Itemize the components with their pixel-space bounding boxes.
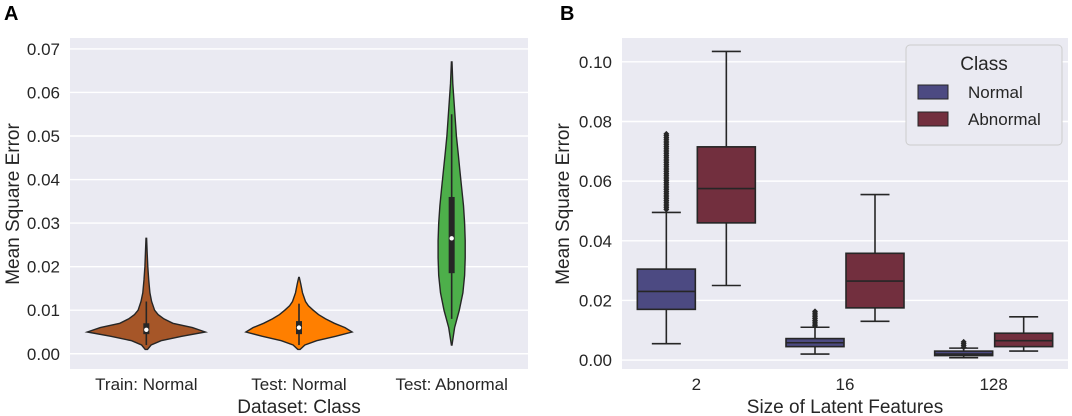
panel-a: A 0.00 0.01 0.02 0.03 0.04 0.05 0.06 0.07 Train…: [3, 3, 528, 416]
panel-a-x-tick-labels: Train: Normal Test: Normal Test: Abnormal: [95, 375, 508, 394]
panel-a-x-tick-label: Test: Normal: [251, 375, 346, 394]
panel-b-y-tick-label: 0.08: [579, 112, 612, 131]
panel-a-y-tick-label: 0.01: [27, 301, 60, 320]
panel-a-y-axis-label: Mean Square Error: [3, 123, 24, 285]
legend-title: Class: [960, 54, 1008, 75]
panel-b-x-tick-labels: 2 16 128: [692, 375, 1008, 394]
panel-a-y-tick-label: 0.05: [27, 127, 60, 146]
box-iqr: [696, 146, 757, 224]
violin-test-normal: [244, 276, 354, 351]
violin-median: [144, 327, 149, 333]
legend-swatch-normal: [917, 84, 949, 100]
panel-b: B 0.00 0.02 0.04 0.06 0.08 0.10 2 16 128 Size o…: [553, 3, 1068, 416]
panel-b-x-tick-label: 2: [692, 375, 701, 394]
box-abnormal-2: [696, 50, 757, 287]
violin-median: [296, 325, 302, 330]
panel-b-x-tick-label: 128: [979, 375, 1007, 394]
box-outlier: [960, 338, 967, 345]
panel-a-violins: [84, 61, 466, 351]
panel-b-label: B: [560, 3, 574, 25]
panel-b-y-tick-label: 0.00: [579, 351, 612, 370]
legend-swatch-abnormal: [917, 111, 949, 127]
panel-a-x-tick-label: Test: Abnormal: [395, 375, 507, 394]
panel-a-y-tick-label: 0.07: [27, 40, 60, 59]
panel-b-y-tick-label: 0.06: [579, 172, 612, 191]
panel-a-y-tick-labels: 0.00 0.01 0.02 0.03 0.04 0.05 0.06 0.07: [27, 40, 60, 364]
violin-test-abnormal: [437, 61, 466, 346]
box-normal-2: [636, 130, 697, 345]
violin-train-normal: [84, 237, 209, 351]
box-normal-16: [785, 308, 845, 355]
panel-b-x-tick-label: 16: [836, 375, 855, 394]
box-abnormal-16: [845, 193, 905, 323]
panel-a-label: A: [4, 3, 18, 25]
panel-b-y-tick-labels: 0.00 0.02 0.04 0.06 0.08 0.10: [579, 53, 612, 370]
panel-a-x-axis-label: Dataset: Class: [237, 397, 361, 416]
box-normal-128: [933, 338, 994, 359]
panel-b-x-axis-label: Size of Latent Features: [747, 397, 943, 416]
panel-b-y-axis-label: Mean Square Error: [553, 123, 574, 285]
panel-a-y-tick-label: 0.03: [27, 214, 60, 233]
legend-label-normal: Normal: [968, 83, 1023, 102]
panel-a-y-tick-label: 0.06: [27, 83, 60, 102]
panel-a-y-tick-label: 0.04: [27, 171, 60, 190]
legend: Class Normal Abnormal: [905, 44, 1063, 146]
panel-b-y-tick-label: 0.02: [579, 291, 612, 310]
legend-label-abnormal: Abnormal: [968, 110, 1041, 129]
box-iqr: [636, 268, 697, 311]
box-abnormal-128: [993, 316, 1054, 352]
panel-b-y-tick-label: 0.04: [579, 232, 612, 251]
panel-a-x-tick-label: Train: Normal: [95, 375, 197, 394]
violin-median: [449, 236, 454, 241]
box-outlier: [812, 308, 818, 315]
violin-iqr: [448, 196, 455, 274]
panel-a-y-tick-label: 0.02: [27, 258, 60, 277]
panel-a-y-tick-label: 0.00: [27, 345, 60, 364]
box-outlier: [663, 130, 670, 137]
panel-b-y-tick-label: 0.10: [579, 53, 612, 72]
panel-b-boxes: [636, 50, 1054, 359]
violin-body: [84, 237, 209, 351]
